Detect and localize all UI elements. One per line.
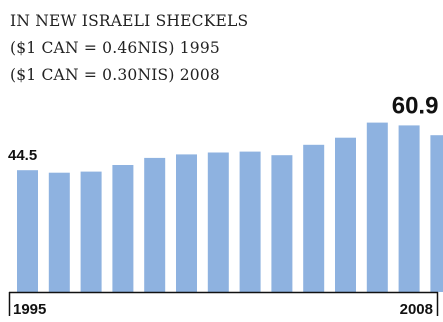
exchange-rate-2008: ($1 CAN = 0.30NIS) 2008 xyxy=(10,66,220,84)
value-label-2007: 60.9 xyxy=(392,92,439,119)
bar-2002 xyxy=(239,151,261,292)
bar-1999 xyxy=(144,157,166,292)
x-axis-end-label: 2008 xyxy=(400,301,433,318)
x-axis-start-label: 1995 xyxy=(13,301,46,318)
bar-2000 xyxy=(176,154,197,292)
chart-header: IN NEW ISRAELI SHECKELS ($1 CAN = 0.46NI… xyxy=(10,8,248,89)
value-labels-group: 44.5 60.9 xyxy=(8,92,438,164)
bar-1997 xyxy=(80,171,102,292)
bars-group xyxy=(17,122,443,293)
bar-2006 xyxy=(366,122,388,292)
bar-2001 xyxy=(207,152,229,292)
bar-2003 xyxy=(271,155,293,292)
value-label-1995: 44.5 xyxy=(8,147,37,164)
unit-title: IN NEW ISRAELI SHECKELS xyxy=(10,12,249,30)
bar-2004 xyxy=(303,144,325,292)
bar-2008 xyxy=(430,135,443,292)
bar-1998 xyxy=(112,165,134,292)
bar-1995 xyxy=(17,170,38,292)
bar-2007 xyxy=(398,125,420,293)
bar-2005 xyxy=(335,137,356,292)
bar-1996 xyxy=(48,172,70,292)
exchange-rate-1995: ($1 CAN = 0.46NIS) 1995 xyxy=(10,39,220,57)
